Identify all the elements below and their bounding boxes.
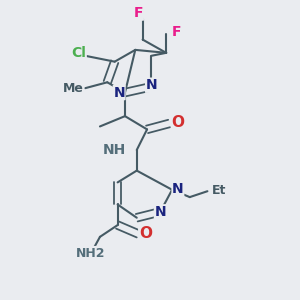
Text: NH2: NH2 bbox=[76, 247, 105, 260]
Text: N: N bbox=[172, 182, 184, 196]
Text: N: N bbox=[113, 85, 125, 100]
Text: F: F bbox=[172, 25, 181, 39]
Text: Me: Me bbox=[63, 82, 84, 95]
Text: Cl: Cl bbox=[71, 46, 86, 60]
Text: Et: Et bbox=[212, 184, 226, 197]
Text: O: O bbox=[139, 226, 152, 241]
Text: NH: NH bbox=[103, 143, 126, 157]
Text: F: F bbox=[134, 6, 143, 20]
Text: O: O bbox=[172, 116, 184, 130]
Text: N: N bbox=[154, 205, 166, 219]
Text: N: N bbox=[146, 78, 157, 92]
